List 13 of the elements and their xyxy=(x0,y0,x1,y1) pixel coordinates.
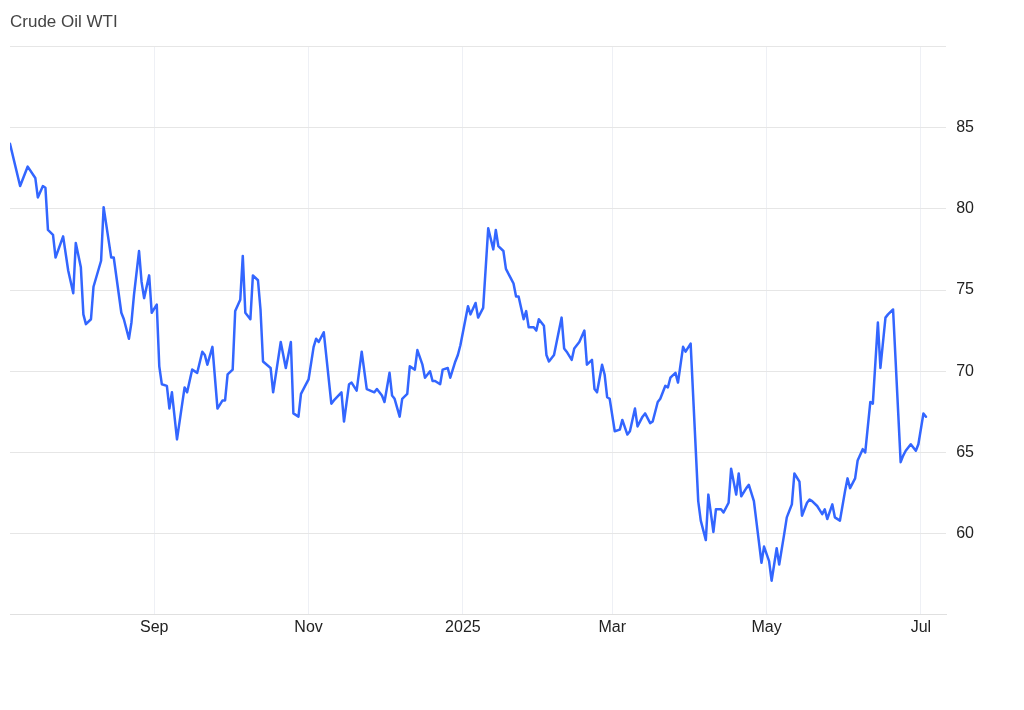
y-tick-label: 75 xyxy=(956,280,975,298)
x-tick-label: May xyxy=(751,617,782,635)
x-tick-label: 2025 xyxy=(445,617,481,635)
x-tick-label: Sep xyxy=(139,617,169,635)
y-tick-label: 70 xyxy=(956,361,975,379)
y-tick-label: 80 xyxy=(956,199,975,217)
x-tick-label: Jul xyxy=(910,617,932,635)
chart-title: Crude Oil WTI xyxy=(10,11,118,31)
y-tick-label: 60 xyxy=(956,524,975,542)
x-tick-label: Nov xyxy=(294,617,323,635)
x-tick-label: Mar xyxy=(598,617,627,635)
y-tick-label: 85 xyxy=(956,118,975,136)
y-tick-label: 65 xyxy=(956,442,975,460)
